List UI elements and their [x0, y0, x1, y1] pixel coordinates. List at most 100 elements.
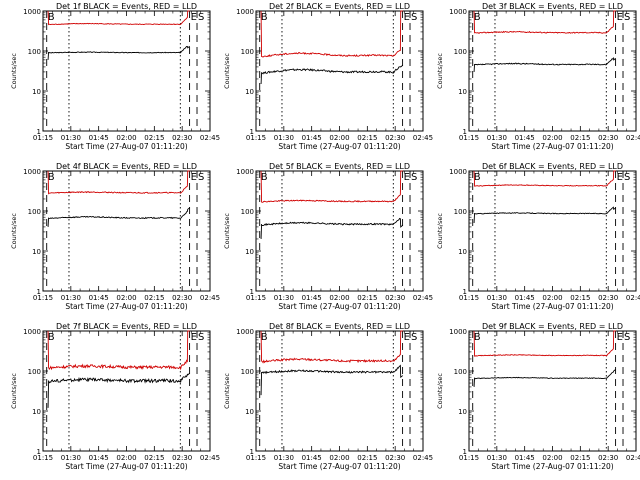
x-tick-label: 01:30: [61, 294, 81, 302]
panel-det-4f: Det 4f BLACK = Events, RED = LLD 1 10 100 10…: [10, 162, 220, 311]
x-tick-label: 02:15: [357, 454, 377, 462]
x-tick-label: 01:45: [89, 454, 109, 462]
x-tick-label: 01:30: [274, 454, 294, 462]
plot-frame: [255, 170, 424, 292]
x-tick-label: 02:00: [329, 454, 349, 462]
y-tick-label: 100: [454, 48, 467, 56]
y-tick-label: 1: [250, 288, 254, 296]
x-tick-label: 02:45: [413, 294, 433, 302]
x-tick-label: 01:30: [61, 134, 81, 142]
x-tick-label: 01:15: [33, 454, 53, 462]
x-tick-label: 02:00: [116, 294, 136, 302]
x-tick-label: 01:45: [515, 294, 535, 302]
x-tick-label: 02:15: [570, 134, 590, 142]
plot-frame: [42, 10, 211, 132]
panel-title: Det 5f BLACK = Events, RED = LLD: [269, 162, 410, 171]
y-tick-label: 1000: [449, 328, 467, 336]
panel-det-1f: Det 1f BLACK = Events, RED = LLD 1 10 100 10…: [10, 2, 220, 151]
panel-title: Det 2f BLACK = Events, RED = LLD: [269, 2, 410, 11]
x-tick-label: 02:15: [357, 134, 377, 142]
marker-label-E: E: [191, 332, 197, 343]
panel-det-5f: Det 5f BLACK = Events, RED = LLD 1 10 100 10…: [223, 162, 433, 311]
x-tick-label: 01:30: [274, 294, 294, 302]
x-tick-label: 01:15: [459, 454, 479, 462]
y-tick-label: 10: [32, 248, 41, 256]
marker-label-B: B: [48, 332, 55, 343]
x-tick-label: 01:30: [487, 454, 507, 462]
y-axis-label: Counts/sec: [436, 373, 444, 409]
x-tick-label: 01:45: [302, 294, 322, 302]
panel-title: Det 1f BLACK = Events, RED = LLD: [56, 2, 197, 11]
x-tick-label: 02:15: [357, 294, 377, 302]
panel-title: Det 8f BLACK = Events, RED = LLD: [269, 322, 410, 331]
x-tick-label: 02:00: [116, 454, 136, 462]
x-tick-label: 02:15: [144, 134, 164, 142]
x-tick-label: 02:45: [200, 454, 220, 462]
plot-frame: [255, 330, 424, 452]
marker-label-S: S: [198, 332, 204, 343]
y-tick-label: 10: [32, 408, 41, 416]
marker-label-S: S: [411, 12, 417, 23]
series-line-lld: [473, 170, 616, 187]
marker-label-E: E: [617, 332, 623, 343]
y-axis-label: Counts/sec: [223, 213, 231, 249]
x-tick-label: 01:15: [246, 454, 266, 462]
x-tick-label: 02:45: [626, 454, 640, 462]
panel-title: Det 4f BLACK = Events, RED = LLD: [56, 162, 197, 171]
x-tick-label: 02:00: [329, 294, 349, 302]
series-line-events: [260, 217, 404, 239]
marker-label-B: B: [261, 332, 268, 343]
x-tick-label: 02:45: [200, 294, 220, 302]
panel-title: Det 3f BLACK = Events, RED = LLD: [482, 2, 623, 11]
series-line-lld: [260, 170, 403, 203]
marker-label-E: E: [404, 12, 410, 23]
y-tick-label: 1000: [23, 168, 41, 176]
series-line-events: [47, 45, 191, 60]
y-tick-label: 100: [241, 48, 254, 56]
series-line-lld: [260, 10, 403, 58]
x-tick-label: 02:45: [200, 134, 220, 142]
y-tick-label: 10: [32, 88, 41, 96]
marker-label-E: E: [617, 12, 623, 23]
x-tick-label: 01:15: [459, 134, 479, 142]
x-tick-label: 02:30: [385, 134, 405, 142]
y-tick-label: 100: [454, 208, 467, 216]
y-tick-label: 100: [28, 368, 41, 376]
series-line-events: [260, 364, 404, 396]
marker-label-E: E: [404, 172, 410, 183]
x-axis-label: Start Time (27-Aug-07 01:11:20): [65, 462, 187, 471]
x-axis-label: Start Time (27-Aug-07 01:11:20): [278, 142, 400, 151]
plot-frame: [42, 170, 211, 292]
plot-frame: [42, 330, 211, 452]
x-tick-label: 02:15: [570, 454, 590, 462]
y-tick-label: 100: [241, 368, 254, 376]
y-axis-label: Counts/sec: [223, 53, 231, 89]
y-tick-label: 1000: [23, 8, 41, 16]
marker-label-S: S: [198, 172, 204, 183]
panel-det-7f: Det 7f BLACK = Events, RED = LLD 1 10 100 10…: [10, 322, 220, 471]
series-line-lld: [260, 330, 403, 364]
y-tick-label: 10: [458, 248, 467, 256]
y-axis-label: Counts/sec: [10, 213, 18, 249]
x-tick-label: 02:15: [144, 294, 164, 302]
series-line-events: [473, 57, 617, 72]
marker-label-E: E: [404, 332, 410, 343]
y-tick-label: 100: [454, 368, 467, 376]
y-axis-label: Counts/sec: [223, 373, 231, 409]
y-tick-label: 10: [458, 88, 467, 96]
x-tick-label: 01:30: [487, 134, 507, 142]
y-tick-label: 1: [463, 288, 467, 296]
x-tick-label: 02:00: [542, 294, 562, 302]
marker-label-B: B: [474, 332, 481, 343]
x-axis-label: Start Time (27-Aug-07 01:11:20): [491, 142, 613, 151]
marker-label-S: S: [624, 172, 630, 183]
marker-label-S: S: [411, 332, 417, 343]
x-axis-label: Start Time (27-Aug-07 01:11:20): [491, 462, 613, 471]
y-tick-label: 1: [37, 128, 41, 136]
x-tick-label: 02:00: [542, 454, 562, 462]
marker-label-B: B: [261, 172, 268, 183]
x-tick-label: 02:45: [626, 134, 640, 142]
y-tick-label: 10: [245, 408, 254, 416]
x-tick-label: 01:45: [515, 134, 535, 142]
